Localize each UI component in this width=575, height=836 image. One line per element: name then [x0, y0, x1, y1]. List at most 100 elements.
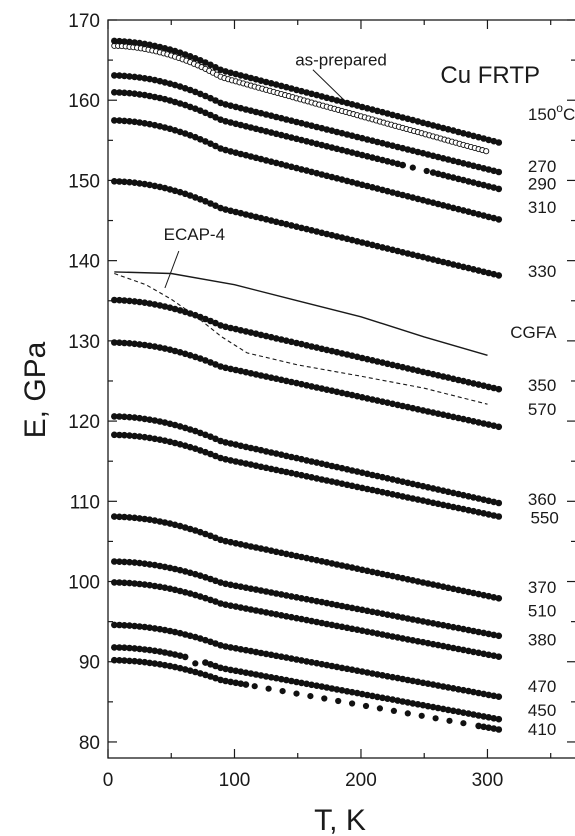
data-point	[369, 568, 376, 576]
data-point	[328, 560, 336, 567]
data-point	[227, 102, 234, 109]
data-point	[181, 308, 189, 316]
series-370	[111, 513, 503, 602]
data-point	[323, 684, 331, 691]
data-point	[146, 561, 153, 568]
data-point	[369, 629, 376, 636]
data-point	[434, 257, 442, 265]
data-point	[207, 661, 214, 668]
data-point	[146, 434, 153, 442]
data-point	[429, 122, 437, 129]
data-point	[384, 695, 391, 702]
data-point	[161, 184, 169, 192]
data-point	[227, 644, 234, 651]
data-point	[267, 129, 275, 136]
data-point	[409, 637, 417, 644]
data-point	[353, 392, 361, 400]
data-point	[450, 204, 457, 212]
data-point	[186, 53, 194, 60]
data-point	[303, 658, 310, 665]
data-point	[353, 180, 361, 187]
data-point	[181, 350, 189, 358]
data-point	[490, 137, 498, 145]
data-point	[323, 661, 331, 669]
data-point	[202, 59, 209, 66]
data-point	[126, 89, 133, 97]
data-point	[156, 583, 164, 591]
data-point	[166, 564, 174, 572]
data-point	[131, 340, 138, 348]
data-point	[450, 585, 457, 593]
data-point	[232, 679, 240, 687]
data-point	[151, 625, 159, 632]
data-point	[242, 646, 250, 654]
data-point	[379, 359, 386, 366]
data-point	[480, 181, 488, 189]
data-point	[409, 677, 417, 685]
data-point	[166, 97, 174, 104]
data-point	[186, 132, 194, 139]
data-point	[404, 403, 412, 411]
data-point	[232, 149, 240, 156]
data-point	[181, 568, 189, 575]
data-point	[202, 198, 209, 205]
data-point	[156, 661, 164, 668]
data-point	[171, 81, 179, 89]
data-point	[212, 534, 219, 542]
data-point	[364, 567, 371, 575]
data-point	[278, 376, 285, 384]
data-point	[146, 624, 153, 631]
data-point	[399, 635, 407, 642]
data-point	[353, 689, 361, 697]
data-point	[237, 680, 245, 687]
data-point	[460, 646, 467, 654]
data-point	[217, 437, 224, 445]
data-point	[404, 710, 411, 717]
data-point	[323, 126, 331, 133]
data-point	[237, 583, 245, 590]
data-point	[404, 576, 412, 583]
data-point	[197, 196, 204, 203]
data-point	[465, 379, 472, 386]
data-point	[237, 150, 245, 158]
data-point	[480, 382, 488, 390]
data-point	[389, 246, 396, 254]
data-point	[414, 578, 422, 585]
series-510	[111, 558, 503, 640]
data-point	[186, 590, 194, 597]
data-point	[369, 486, 376, 494]
data-point	[111, 296, 118, 304]
data-point	[131, 514, 138, 522]
data-point	[151, 417, 159, 424]
data-point	[333, 601, 341, 609]
data-point	[429, 640, 437, 648]
data-point	[247, 153, 255, 160]
data-point	[444, 173, 452, 180]
data-point	[364, 395, 371, 402]
data-point	[181, 653, 189, 661]
data-point	[207, 596, 214, 604]
data-point	[303, 473, 310, 480]
data-point	[146, 646, 153, 654]
data-point	[419, 618, 427, 625]
data-point	[247, 212, 255, 219]
data-point	[116, 117, 123, 124]
data-point	[202, 448, 209, 456]
data-point	[111, 644, 118, 651]
data-point	[262, 216, 270, 223]
data-point	[343, 131, 351, 138]
data-point	[141, 623, 148, 631]
data-point	[404, 636, 412, 643]
data-point	[450, 413, 457, 421]
data-point	[166, 520, 174, 527]
data-point	[485, 592, 493, 600]
data-point	[379, 156, 386, 164]
data-point	[212, 640, 219, 647]
data-point	[121, 72, 128, 80]
data-point	[111, 37, 118, 45]
data-point	[293, 614, 300, 622]
data-point	[272, 652, 280, 660]
data-point	[394, 697, 402, 704]
label-310: 310	[528, 198, 556, 217]
data-point	[141, 75, 148, 82]
